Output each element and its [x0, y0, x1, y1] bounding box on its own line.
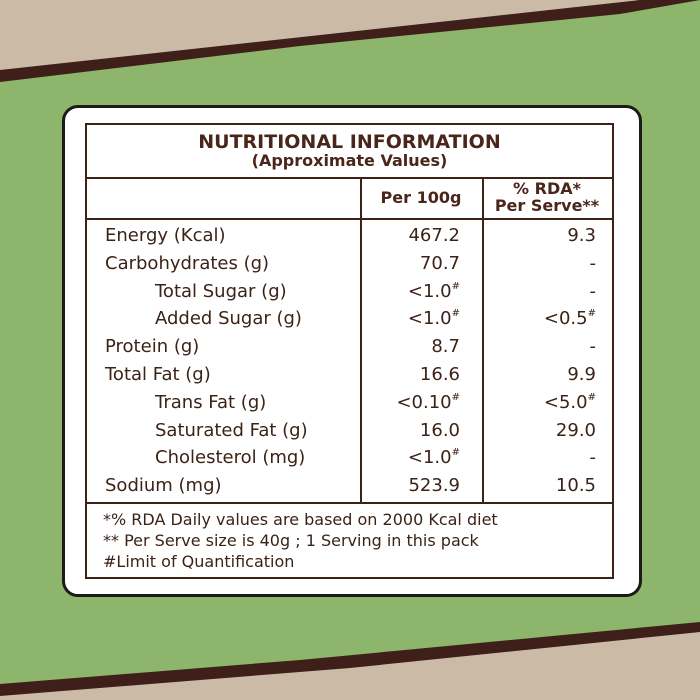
- text: -: [589, 336, 597, 358]
- cell: 10.5: [556, 476, 596, 496]
- label-card: [62, 105, 642, 597]
- text: -: [589, 252, 597, 274]
- cell: 8.7: [431, 337, 460, 357]
- cell: -: [590, 448, 597, 468]
- cell: 523.9: [408, 476, 460, 496]
- cell: <0.5#: [544, 309, 596, 329]
- text: Protein (g): [105, 336, 200, 358]
- text: Total Fat (g): [105, 364, 211, 385]
- text: 8.7: [431, 336, 460, 358]
- rule: [482, 177, 484, 502]
- text: Energy (Kcal): [105, 225, 226, 246]
- row-label: Added Sugar (g): [155, 309, 302, 329]
- text: <1.0: [407, 308, 452, 330]
- superscript: #: [587, 391, 596, 403]
- text: <5.0: [543, 391, 588, 413]
- row-label: Protein (g): [105, 337, 199, 357]
- text: 9.3: [567, 225, 596, 246]
- text: <0.10: [396, 391, 452, 413]
- torn-edge-top: [0, 0, 700, 82]
- text: <1.0: [407, 280, 452, 302]
- nutrition-table: NUTRITIONAL INFORMATION (Approximate Val…: [85, 123, 614, 579]
- text: 16.0: [419, 419, 460, 441]
- text: 9.9: [567, 364, 596, 385]
- cell: <1.0#: [407, 280, 460, 302]
- cell: -: [589, 252, 597, 274]
- superscript: #: [451, 308, 460, 320]
- rule: [87, 177, 612, 179]
- subtitle: (Approximate Values): [251, 151, 448, 170]
- cell: 16.6: [420, 365, 460, 385]
- superscript: #: [451, 447, 460, 459]
- title: NUTRITIONAL INFORMATION: [198, 131, 501, 153]
- text: 29.0: [555, 419, 596, 441]
- row-label: Cholesterol (mg): [155, 448, 305, 468]
- cell: 467.2: [408, 226, 460, 246]
- text: 523.9: [408, 475, 460, 497]
- text: <1.0: [407, 447, 452, 469]
- text: #Limit of Quantification: [103, 552, 295, 571]
- row-label: Trans Fat (g): [155, 391, 267, 413]
- text: -: [589, 280, 597, 302]
- text: Added Sugar (g): [155, 308, 302, 330]
- footnote: #Limit of Quantification: [103, 552, 294, 572]
- superscript: #: [587, 308, 596, 320]
- footnote: ** Per Serve size is 40g ; 1 Serving in …: [103, 531, 479, 551]
- column-header: % RDA* Per Serve**: [494, 179, 600, 215]
- cell: <0.10#: [396, 391, 460, 413]
- text: Cholesterol (mg): [155, 447, 306, 469]
- text: Saturated Fat (g): [155, 419, 308, 441]
- cell: <1.0#: [408, 448, 460, 468]
- text: -: [589, 447, 597, 469]
- text: Trans Fat (g): [155, 391, 267, 413]
- rule: [360, 177, 362, 502]
- cell: 70.7: [419, 252, 460, 274]
- cell: 9.3: [567, 226, 596, 246]
- cell: <5.0#: [543, 391, 596, 413]
- column-header: Per 100g: [380, 188, 462, 207]
- text: 70.7: [419, 252, 460, 274]
- text: Total Sugar (g): [155, 280, 287, 302]
- row-label: Carbohydrates (g): [105, 252, 270, 274]
- rule: [87, 502, 612, 504]
- text: 10.5: [555, 475, 596, 497]
- row-label: Saturated Fat (g): [155, 419, 308, 441]
- row-label: Total Fat (g): [105, 365, 211, 385]
- superscript: #: [451, 391, 460, 403]
- superscript: #: [451, 280, 460, 292]
- text: 467.2: [408, 225, 460, 246]
- torn-edge-bottom: [0, 622, 700, 696]
- cell: 9.9: [567, 365, 596, 385]
- cell: -: [589, 280, 597, 302]
- row-label: Energy (Kcal): [105, 226, 226, 246]
- row-label: Sodium (mg): [105, 476, 222, 496]
- text: 16.6: [419, 364, 460, 385]
- text: Sodium (mg): [105, 475, 222, 497]
- cell: -: [590, 337, 597, 357]
- cell: 29.0: [555, 419, 596, 441]
- row-label: Total Sugar (g): [155, 280, 287, 302]
- cell: 16.0: [419, 419, 460, 441]
- text: Carbohydrates (g): [105, 252, 270, 274]
- text: <0.5: [543, 308, 588, 330]
- rule: [87, 218, 612, 220]
- text: *% RDA Daily values are based on 2000 Kc…: [103, 510, 498, 529]
- cell: <1.0#: [408, 309, 460, 329]
- text: ** Per Serve size is 40g ; 1 Serving in …: [103, 531, 479, 550]
- footnote: *% RDA Daily values are based on 2000 Kc…: [103, 510, 498, 530]
